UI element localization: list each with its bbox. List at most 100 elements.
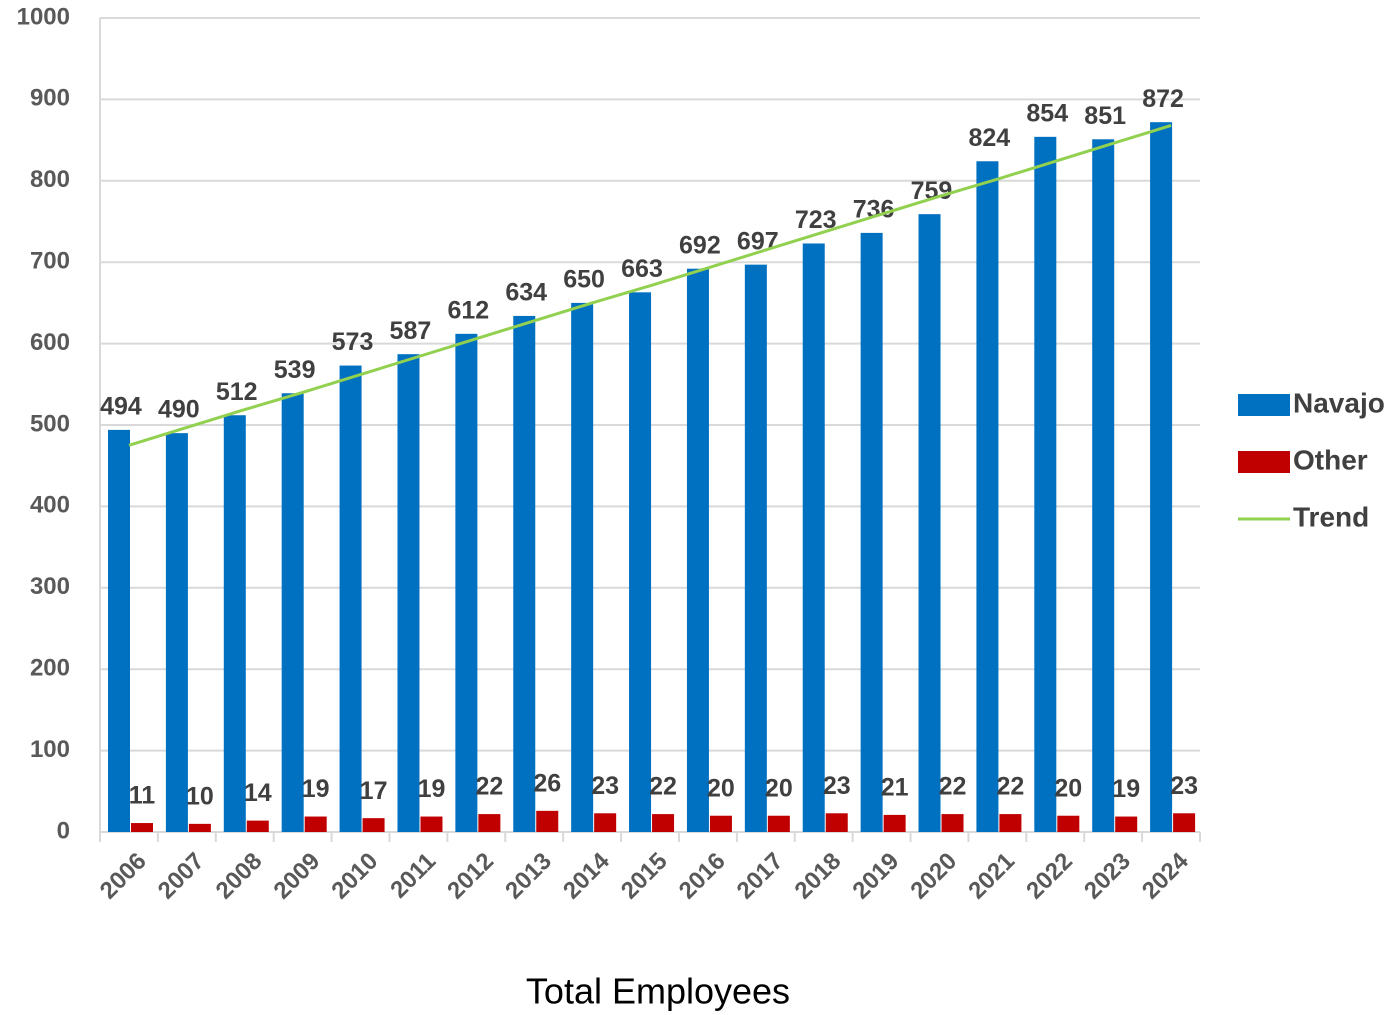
bar — [594, 813, 617, 832]
x-tick-label: 2014 — [558, 847, 615, 904]
trend-line — [128, 124, 1172, 447]
bar — [883, 814, 906, 832]
data-label: 612 — [447, 296, 489, 324]
data-label: 692 — [679, 231, 721, 259]
x-tick-label: 2010 — [326, 848, 383, 905]
bar — [1115, 816, 1138, 832]
bar — [362, 818, 385, 832]
data-label: 494 — [100, 392, 142, 420]
bar — [802, 243, 825, 832]
data-label: 22 — [939, 773, 967, 801]
data-label: 851 — [1084, 102, 1126, 130]
data-label: 11 — [129, 782, 156, 810]
bar — [744, 264, 767, 833]
y-tick-label: 300 — [30, 573, 70, 600]
data-label: 20 — [1054, 774, 1082, 802]
x-tick-label: 2021 — [963, 848, 1020, 905]
bar — [686, 268, 709, 832]
bar — [860, 232, 883, 832]
bar — [513, 315, 536, 832]
x-tick-label: 2013 — [500, 848, 557, 905]
data-label: 19 — [418, 775, 446, 803]
data-label: 573 — [332, 328, 374, 356]
legend-label: Trend — [1293, 501, 1369, 532]
bar — [188, 823, 211, 832]
x-tick-label: 2011 — [385, 848, 441, 904]
bar — [165, 433, 188, 832]
bar — [652, 814, 675, 832]
data-label: 759 — [911, 177, 953, 205]
x-tick-label: 2008 — [211, 848, 268, 905]
x-tick-label: 2007 — [153, 848, 210, 905]
x-tick-label: 2022 — [1021, 848, 1078, 905]
data-label: 22 — [997, 773, 1025, 801]
y-tick-label: 700 — [30, 248, 70, 275]
bar — [108, 429, 130, 832]
bar — [1173, 813, 1196, 832]
bar — [941, 814, 964, 832]
x-tick-label: 2024 — [1137, 847, 1194, 904]
legend-label: Other — [1293, 444, 1368, 475]
y-tick-label: 400 — [30, 492, 70, 519]
data-label: 697 — [737, 227, 779, 255]
legend-swatch — [1238, 394, 1290, 416]
bar — [223, 415, 246, 832]
data-label: 736 — [853, 196, 895, 224]
data-label: 824 — [969, 124, 1011, 152]
data-label: 23 — [1170, 772, 1198, 800]
data-label: 539 — [274, 356, 316, 384]
data-label: 26 — [533, 769, 561, 797]
bar — [1034, 136, 1057, 832]
y-tick-label: 500 — [30, 410, 70, 437]
bar — [397, 354, 420, 832]
data-label: 19 — [302, 775, 330, 803]
data-label: 17 — [360, 777, 388, 805]
legend-swatch — [1238, 451, 1290, 473]
x-tick-label: 2017 — [732, 848, 789, 905]
x-tick-label: 2015 — [616, 848, 673, 905]
y-tick-label: 800 — [30, 166, 70, 193]
y-tick-label: 100 — [30, 736, 70, 763]
data-label: 20 — [707, 774, 735, 802]
data-label: 512 — [216, 378, 258, 406]
bar — [131, 823, 153, 832]
x-tick-label: 2012 — [442, 848, 499, 905]
bar — [825, 813, 848, 832]
y-tick-label: 900 — [30, 85, 70, 112]
bar — [1092, 139, 1115, 832]
bar — [536, 810, 559, 832]
x-tick-label: 2009 — [269, 848, 326, 905]
data-label: 490 — [158, 396, 200, 424]
bar — [455, 333, 478, 832]
bar — [304, 816, 327, 832]
data-label: 10 — [186, 782, 214, 810]
x-tick-label: 2016 — [674, 848, 731, 905]
chart-title: Total Employees — [526, 971, 790, 1012]
bar — [339, 365, 362, 832]
data-label: 872 — [1142, 85, 1184, 113]
data-label: 21 — [881, 774, 909, 802]
bar — [478, 814, 501, 832]
y-tick-label: 0 — [57, 817, 70, 844]
bar — [976, 161, 999, 832]
y-tick-label: 600 — [30, 329, 70, 356]
bar — [999, 814, 1022, 832]
data-label: 19 — [1112, 775, 1140, 803]
x-tick-label: 2018 — [790, 848, 847, 905]
data-label: 14 — [244, 779, 272, 807]
x-tick-label: 2020 — [905, 848, 962, 905]
data-label: 854 — [1026, 99, 1068, 127]
data-label: 23 — [591, 772, 619, 800]
bar — [1057, 815, 1080, 832]
data-label: 22 — [649, 773, 677, 801]
bar — [246, 820, 269, 832]
bar — [709, 815, 732, 832]
legend-label: Navajo — [1293, 387, 1385, 418]
data-label: 20 — [765, 774, 793, 802]
data-label: 22 — [475, 773, 503, 801]
y-tick-label: 1000 — [17, 3, 70, 30]
data-label: 634 — [505, 279, 547, 307]
data-label: 663 — [621, 255, 663, 283]
x-tick-label: 2006 — [95, 848, 152, 905]
